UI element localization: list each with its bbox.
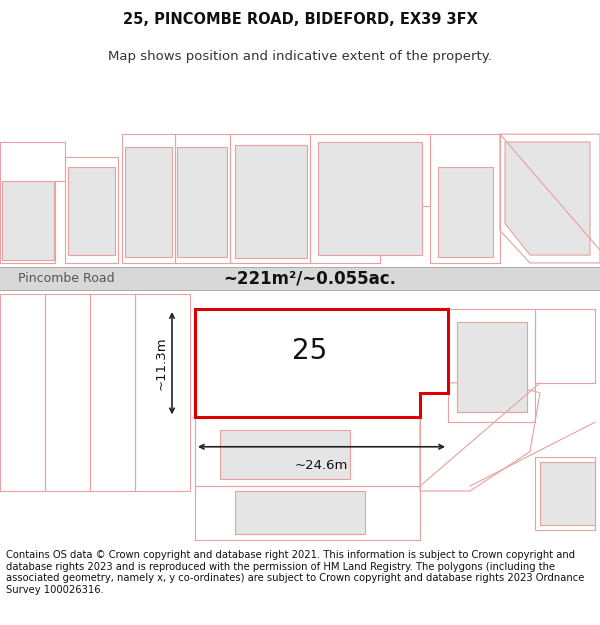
Bar [220, 430, 350, 479]
Text: Pincombe Road: Pincombe Road [18, 272, 115, 285]
Bar [125, 147, 172, 257]
Bar [90, 294, 135, 491]
Bar [318, 142, 422, 255]
Text: ~24.6m: ~24.6m [295, 459, 348, 472]
Bar [68, 167, 115, 255]
Bar [2, 181, 54, 260]
Bar [540, 461, 595, 526]
Text: ~221m²/~0.055ac.: ~221m²/~0.055ac. [223, 269, 397, 288]
Bar [177, 147, 227, 257]
Bar [457, 322, 527, 412]
Bar [135, 294, 190, 491]
Bar [0, 267, 600, 291]
Polygon shape [505, 142, 590, 255]
Text: 25, PINCOMBE ROAD, BIDEFORD, EX39 3FX: 25, PINCOMBE ROAD, BIDEFORD, EX39 3FX [122, 12, 478, 27]
Text: Contains OS data © Crown copyright and database right 2021. This information is : Contains OS data © Crown copyright and d… [6, 550, 584, 595]
Bar [218, 319, 348, 396]
Bar [438, 167, 493, 257]
Bar [0, 294, 45, 491]
Polygon shape [195, 309, 448, 418]
Bar [45, 294, 90, 491]
Text: Map shows position and indicative extent of the property.: Map shows position and indicative extent… [108, 50, 492, 62]
Bar [235, 145, 307, 258]
Text: 25: 25 [292, 337, 328, 365]
Text: ~11.3m: ~11.3m [155, 336, 168, 390]
Bar [235, 491, 365, 534]
